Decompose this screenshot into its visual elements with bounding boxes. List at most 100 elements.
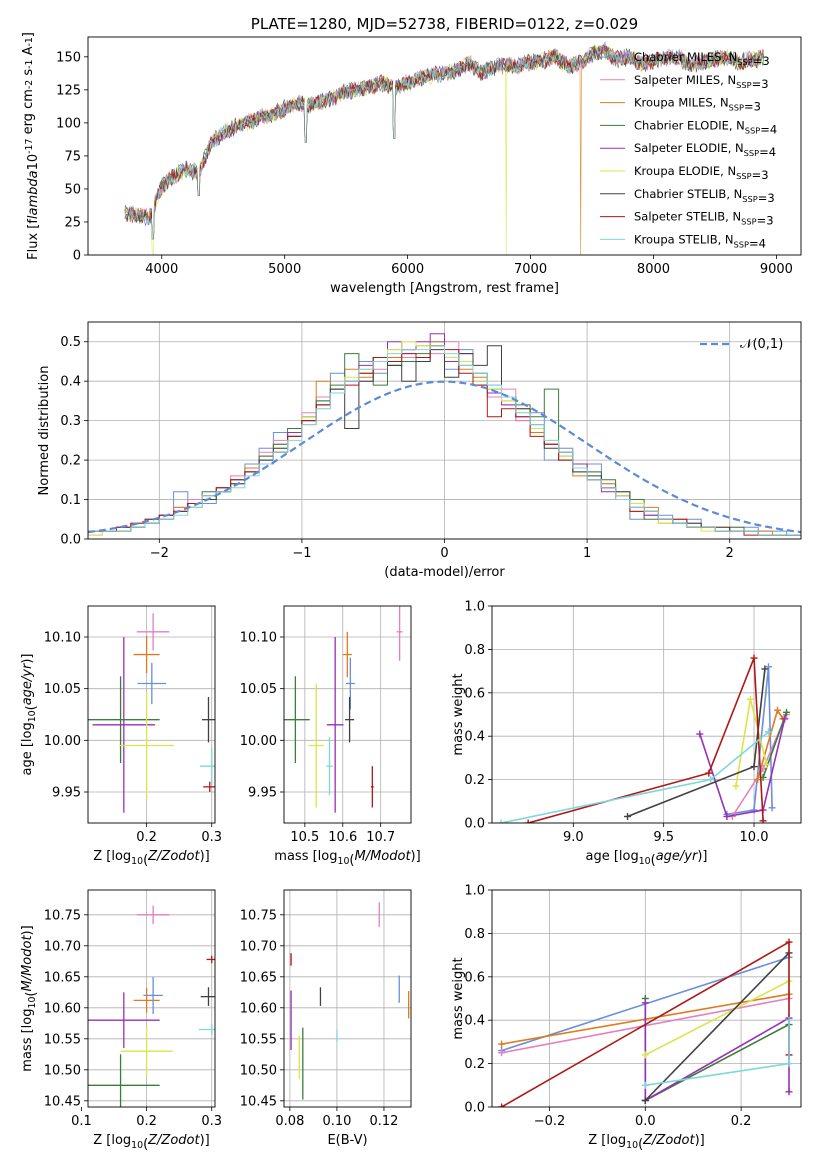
label-text: age [log <box>585 849 638 864</box>
y-axis-label: Flux [flambda10-17 erg cm-2 s-1 A-1] <box>21 32 41 260</box>
x-tick-label: 10.0 <box>740 830 769 845</box>
y-tick-label: 10.05 <box>44 682 81 697</box>
errorbar-point <box>345 696 355 743</box>
plot-area <box>88 890 215 1107</box>
axes-frame <box>87 36 802 256</box>
label-script: SSP <box>742 194 757 204</box>
label-script: 10 <box>626 1140 638 1151</box>
label-text: erg cm <box>21 89 36 138</box>
label-text: Chabrier STELIB, N <box>634 187 742 201</box>
label-text: ( <box>349 853 354 868</box>
label-math: M/M <box>20 965 35 992</box>
y-tick-label: 25 <box>64 215 81 230</box>
label-text: =4 <box>749 236 766 250</box>
label-text: ( <box>651 853 656 868</box>
plus-marker <box>768 804 776 812</box>
plot-area <box>88 606 215 823</box>
label-text: )] <box>20 653 35 663</box>
errorbar-point <box>298 1035 300 1080</box>
legend-entry: Kroupa STELIB, NSSP=4 <box>634 232 766 250</box>
plot-area <box>88 322 801 539</box>
y-tick-label: 0.8 <box>464 927 485 942</box>
label-math: age/yr <box>20 662 35 705</box>
plus-marker <box>754 776 762 784</box>
legend-entry: Chabrier ELODIE, NSSP=4 <box>634 118 777 136</box>
label-script: 10 <box>639 856 651 867</box>
y-tick-label: 10.00 <box>240 734 277 749</box>
errorbar-point <box>284 676 310 764</box>
label-text: )] <box>200 849 210 864</box>
label-math: Z/Z <box>147 1133 171 1148</box>
label-text: Flux [f <box>26 219 41 260</box>
x-axis-label: (data-model)/error <box>384 565 505 580</box>
legend: 𝒩(0,1) <box>700 337 783 352</box>
plus-marker <box>783 708 791 716</box>
x-tick-label: 0.2 <box>731 1114 752 1129</box>
errorbar-point <box>203 781 215 792</box>
x-tick-label: 0.0 <box>635 1114 656 1129</box>
axes-frame <box>491 889 802 1108</box>
label-text: s <box>21 69 36 80</box>
histogram-step <box>88 345 801 539</box>
axes-frame <box>283 605 412 824</box>
plus-marker <box>774 706 782 714</box>
label-text: E(B-V) <box>327 1133 367 1148</box>
x-tick-label: 7000 <box>514 262 547 277</box>
x-tick-label: 6000 <box>391 262 424 277</box>
axes-frame <box>283 889 412 1108</box>
label-text: Salpeter STELIB, N <box>634 210 741 224</box>
y-tick-label: 0.0 <box>60 533 81 548</box>
label-math: Z/Z <box>642 1133 666 1148</box>
label-math: 𝒩(0,1) <box>740 337 783 352</box>
chart-3: 10.5 10.6 10.7 9.95 10.00 10.05 10.10 mass [log… <box>240 605 421 868</box>
label-math: odot <box>170 849 200 864</box>
label-text: (data-model)/error <box>384 565 505 580</box>
y-tick-label: 10.65 <box>240 970 277 985</box>
x-tick-label: 10.6 <box>328 830 357 845</box>
label-text: Z [log <box>588 1133 626 1148</box>
label-script: SSP <box>734 239 749 249</box>
label-text: )] <box>200 1133 210 1148</box>
plus-marker <box>761 665 769 673</box>
y-tick-label: 10.50 <box>44 1063 81 1078</box>
x-tick-label: 0.2 <box>136 1114 157 1129</box>
label-text: A <box>21 46 36 59</box>
x-tick-label: 0.08 <box>275 1114 304 1129</box>
label-text: mass [log <box>274 849 337 864</box>
y-tick-label: 10.55 <box>44 1032 81 1047</box>
label-text: Kroupa ELODIE, N <box>634 164 736 178</box>
x-axis-label: mass [log10(M/Modot)] <box>274 849 420 868</box>
label-text: =3 <box>752 77 769 91</box>
plus-marker <box>763 760 771 768</box>
y-tick-label: 0.1 <box>60 493 81 508</box>
plus-marker <box>641 1081 649 1089</box>
label-math: odot <box>665 1133 695 1148</box>
y-tick-label: 50 <box>64 182 81 197</box>
y-tick-label: 10.05 <box>240 682 277 697</box>
plus-marker <box>781 715 789 723</box>
plus-marker <box>759 817 767 823</box>
errorbar-point <box>88 992 160 1049</box>
label-text: )] <box>20 925 35 935</box>
label-script: SSP <box>745 125 760 135</box>
label-text: Normed distribution <box>37 366 52 496</box>
y-tick-label: 0.5 <box>60 335 81 350</box>
label-text: =3 <box>744 100 761 114</box>
label-script: 10 <box>131 1140 143 1151</box>
errorbar-point <box>319 987 322 1006</box>
x-axis-label: Z [log10(Z/Zodot)] <box>93 1133 210 1152</box>
label-text: )] <box>697 849 707 864</box>
chart-7: −0.2 0.0 0.2 0.0 0.2 0.4 0.6 0.8 1.0 Z [log10(Z/Z… <box>451 884 802 1152</box>
x-tick-label: 0.10 <box>322 1114 351 1129</box>
errorbar-point <box>133 987 160 1013</box>
label-text: =3 <box>752 168 769 182</box>
legend-entry: 𝒩(0,1) <box>740 337 783 352</box>
legend-entry: Salpeter STELIB, NSSP=3 <box>634 210 774 228</box>
label-script: 10 <box>131 856 143 867</box>
label-script: SSP <box>737 57 752 67</box>
errorbar-point <box>290 990 292 1050</box>
errorbar-point <box>407 991 410 1019</box>
plus-marker <box>641 999 649 1007</box>
errorbar-point <box>378 902 380 928</box>
